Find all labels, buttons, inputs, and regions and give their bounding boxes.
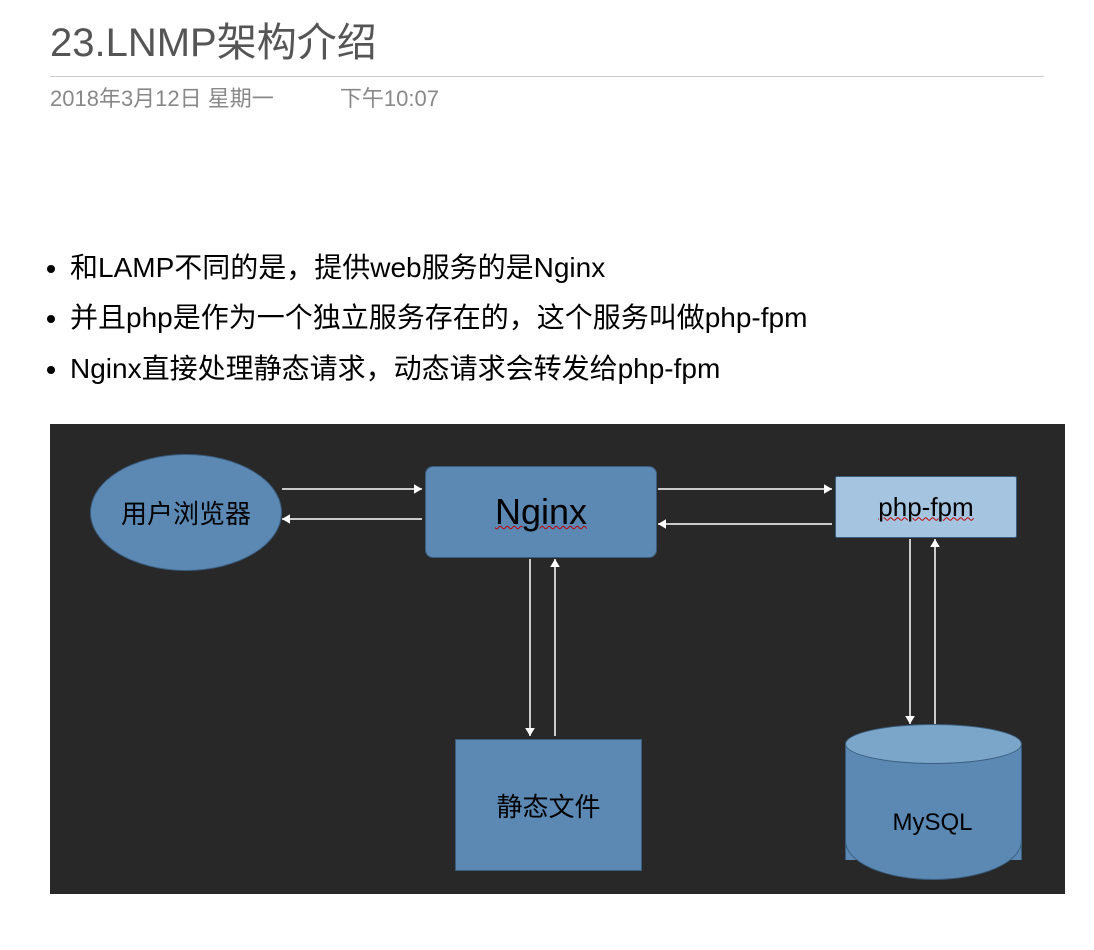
bullet-item: 并且php是作为一个独立服务存在的，这个服务叫做php-fpm bbox=[70, 293, 1044, 343]
node-static-label: 静态文件 bbox=[496, 787, 600, 824]
page-time: 下午10:07 bbox=[340, 86, 439, 111]
node-static: 静态文件 bbox=[455, 739, 642, 871]
page-title: 23.LNMP架构介绍 bbox=[50, 10, 1044, 77]
node-mysql: MySQL bbox=[845, 724, 1020, 879]
page-meta: 2018年3月12日 星期一 下午10:07 bbox=[50, 81, 1044, 113]
architecture-diagram: 用户浏览器 Nginx php-fpm 静态文件 MySQL bbox=[50, 424, 1065, 894]
node-nginx-label: Nginx bbox=[495, 491, 587, 533]
cylinder-bottom bbox=[845, 841, 1022, 880]
node-mysql-label: MySQL bbox=[845, 809, 1020, 837]
node-browser: 用户浏览器 bbox=[90, 454, 282, 571]
bullet-item: 和LAMP不同的是，提供web服务的是Nginx bbox=[70, 243, 1044, 293]
bullet-item: Nginx直接处理静态请求，动态请求会转发给php-fpm bbox=[70, 344, 1044, 394]
node-browser-label: 用户浏览器 bbox=[121, 494, 251, 531]
node-phpfpm-label: php-fpm bbox=[878, 492, 973, 523]
page-date: 2018年3月12日 星期一 bbox=[50, 86, 274, 111]
document-page: 23.LNMP架构介绍 2018年3月12日 星期一 下午10:07 和LAMP… bbox=[0, 0, 1094, 924]
node-nginx: Nginx bbox=[425, 466, 657, 558]
bullet-list: 和LAMP不同的是，提供web服务的是Nginx 并且php是作为一个独立服务存… bbox=[50, 243, 1044, 394]
cylinder-top bbox=[845, 724, 1022, 764]
node-phpfpm: php-fpm bbox=[835, 476, 1017, 538]
